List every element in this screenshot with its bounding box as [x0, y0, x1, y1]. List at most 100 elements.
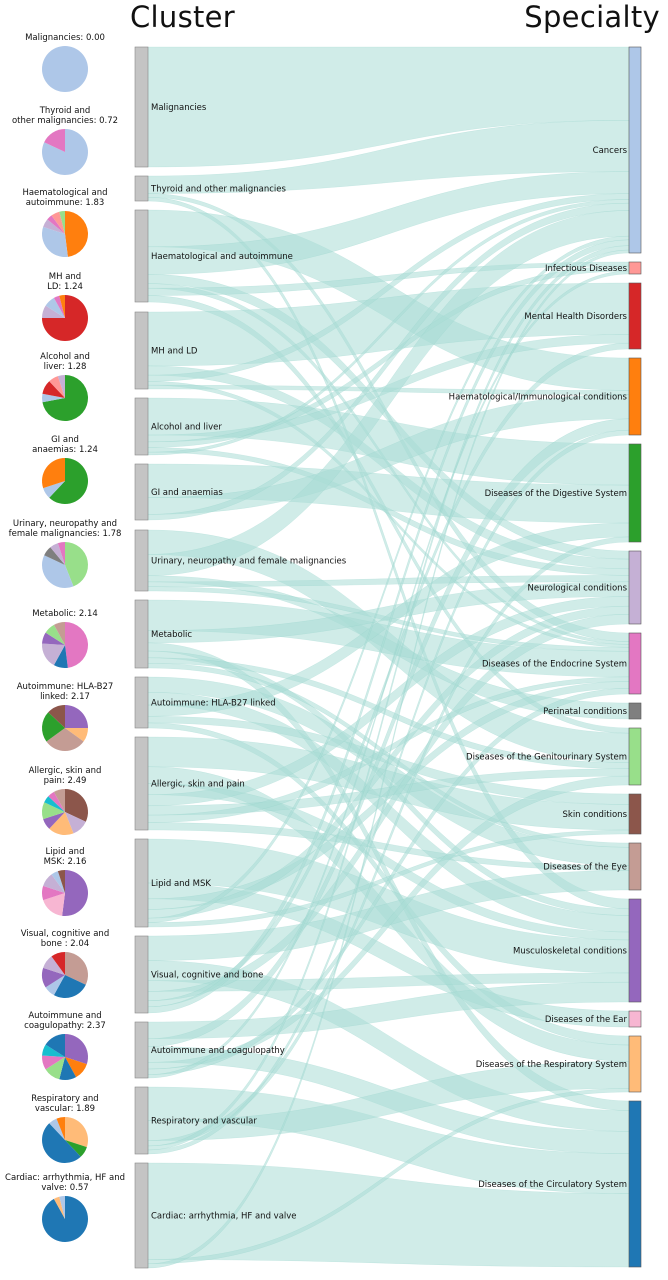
pie-6-slice-1 — [41, 555, 74, 588]
pie-label-1-0: Thyroid and — [39, 106, 91, 116]
pie-13-slice-3 — [49, 1118, 65, 1140]
pie-2-slice-4 — [51, 211, 65, 234]
cluster-bar-9 — [134, 736, 149, 831]
specialty-bar-12 — [628, 1010, 642, 1028]
pie-9-slice-6 — [48, 791, 65, 812]
pie-10-slice-0 — [62, 870, 88, 916]
pie-6-slice-2 — [44, 547, 65, 565]
pie-label-9-1: pain: 2.49 — [44, 776, 87, 786]
cluster-label-2: Haematological and autoimmune — [151, 252, 293, 262]
pie-2-slice-1 — [41, 226, 68, 257]
pie-7-slice-4 — [45, 624, 65, 645]
specialty-bar-3 — [628, 357, 642, 436]
specialty-label-8: Diseases of the Genitourinary System — [466, 753, 627, 763]
cluster-label-14: Cardiac: arrhythmia, HF and valve — [151, 1212, 297, 1222]
pie-2 — [41, 211, 89, 257]
cluster-bar-13 — [134, 1086, 149, 1155]
pie-2-slice-0 — [65, 211, 89, 257]
cluster-bar-7 — [134, 599, 149, 669]
pie-label-6-1: female malignancies: 1.78 — [9, 529, 122, 539]
specialty-bar-8 — [628, 727, 642, 786]
pie-label-10-1: MSK: 2.16 — [44, 857, 87, 867]
specialty-label-1: Infectious Diseases — [545, 264, 628, 274]
pie-12-slice-5 — [42, 1044, 65, 1057]
cluster-bar-8 — [134, 676, 149, 729]
pie-9-slice-5 — [44, 796, 65, 812]
pie-9-slice-7 — [53, 789, 65, 812]
pie-10-slice-3 — [43, 874, 65, 893]
cluster-label-10: Lipid and MSK — [151, 879, 211, 889]
pie-6-slice-4 — [57, 542, 65, 565]
pie-12-slice-6 — [45, 1034, 65, 1057]
pie-11-slice-5 — [51, 952, 65, 975]
pie-label-4-1: liver: 1.28 — [44, 362, 87, 372]
pie-11-slice-0 — [65, 952, 89, 985]
pie-3-slice-1 — [42, 305, 65, 318]
pie-label-14-1: valve: 0.57 — [41, 1183, 88, 1193]
pie-10-slice-4 — [51, 871, 65, 893]
cluster-label-8: Autoimmune: HLA-B27 linked — [151, 699, 276, 709]
pie-3-slice-4 — [59, 295, 65, 318]
flows-group — [147, 46, 630, 1269]
pie-4-slice-3 — [49, 376, 65, 398]
pie-label-9-0: Allergic, skin and — [29, 766, 102, 776]
cluster-label-7: Metabolic — [151, 630, 192, 640]
specialty-label-4: Diseases of the Digestive System — [485, 489, 627, 499]
cluster-bar-2 — [134, 209, 149, 303]
pie-7-slice-1 — [53, 645, 68, 668]
specialty-bar-6 — [628, 632, 642, 695]
pie-label-14-0: Cardiac: arrhythmia, HF and — [5, 1173, 125, 1183]
pie-label-10-0: Lipid and — [46, 847, 85, 857]
pie-13-slice-2 — [42, 1123, 81, 1163]
pie-14-slice-0 — [42, 1196, 89, 1242]
pie-10-slice-2 — [41, 885, 65, 901]
pie-2-slice-2 — [43, 219, 65, 234]
specialty-bar-11 — [628, 898, 642, 1003]
pie-4-slice-4 — [57, 375, 65, 398]
pie-12-slice-2 — [59, 1057, 77, 1080]
specialty-bar-1 — [628, 261, 642, 275]
pie-4-slice-1 — [42, 393, 65, 403]
specialty-label-5: Neurological conditions — [528, 584, 628, 594]
pie-label-13-1: vascular: 1.89 — [35, 1104, 95, 1114]
pie-6-slice-3 — [50, 543, 65, 565]
cluster-bar-4 — [134, 397, 149, 456]
specialty-label-10: Diseases of the Eye — [543, 863, 627, 873]
pie-6 — [41, 542, 89, 588]
specialty-label-9: Skin conditions — [563, 810, 628, 820]
pie-8-slice-1 — [65, 728, 88, 742]
pie-label-7-0: Metabolic: 2.14 — [32, 609, 98, 619]
pie-label-2-1: autoimmune: 1.83 — [26, 198, 105, 208]
pie-8 — [42, 705, 88, 751]
pie-12-slice-1 — [65, 1057, 87, 1078]
pie-7-slice-2 — [42, 643, 65, 666]
pie-9-slice-0 — [65, 789, 88, 822]
pie-label-11-1: bone : 2.04 — [41, 939, 89, 949]
pie-3 — [42, 295, 88, 341]
pie-label-0-0: Malignancies: 0.00 — [25, 33, 105, 43]
pie-2-slice-5 — [59, 211, 65, 234]
cluster-label-6: Urinary, neuropathy and female malignanc… — [151, 557, 347, 567]
pie-7 — [42, 622, 89, 668]
cluster-bar-12 — [134, 1021, 149, 1079]
pie-14-slice-2 — [59, 1196, 65, 1219]
specialty-label-2: Mental Health Disorders — [524, 312, 627, 322]
cluster-label-5: GI and anaemias — [151, 488, 223, 498]
pie-13-slice-0 — [65, 1117, 88, 1148]
cluster-label-13: Respiratory and vascular — [151, 1117, 257, 1127]
pie-3-slice-2 — [45, 297, 65, 318]
pie-1 — [41, 129, 88, 175]
pie-3-slice-3 — [53, 295, 65, 318]
cluster-bar-10 — [134, 838, 149, 928]
pie-14 — [42, 1196, 89, 1242]
specialty-label-12: Diseases of the Ear — [545, 1015, 628, 1025]
cluster-label-1: Thyroid and other malignancies — [150, 185, 286, 195]
cluster-bar-3 — [134, 311, 149, 390]
specialty-label-14: Diseases of the Circulatory System — [478, 1180, 627, 1190]
pie-4-slice-0 — [42, 375, 88, 422]
pie-0 — [42, 46, 88, 92]
specialty-bar-5 — [628, 550, 642, 625]
specialty-bar-9 — [628, 793, 642, 835]
cluster-header: Cluster — [130, 0, 236, 34]
